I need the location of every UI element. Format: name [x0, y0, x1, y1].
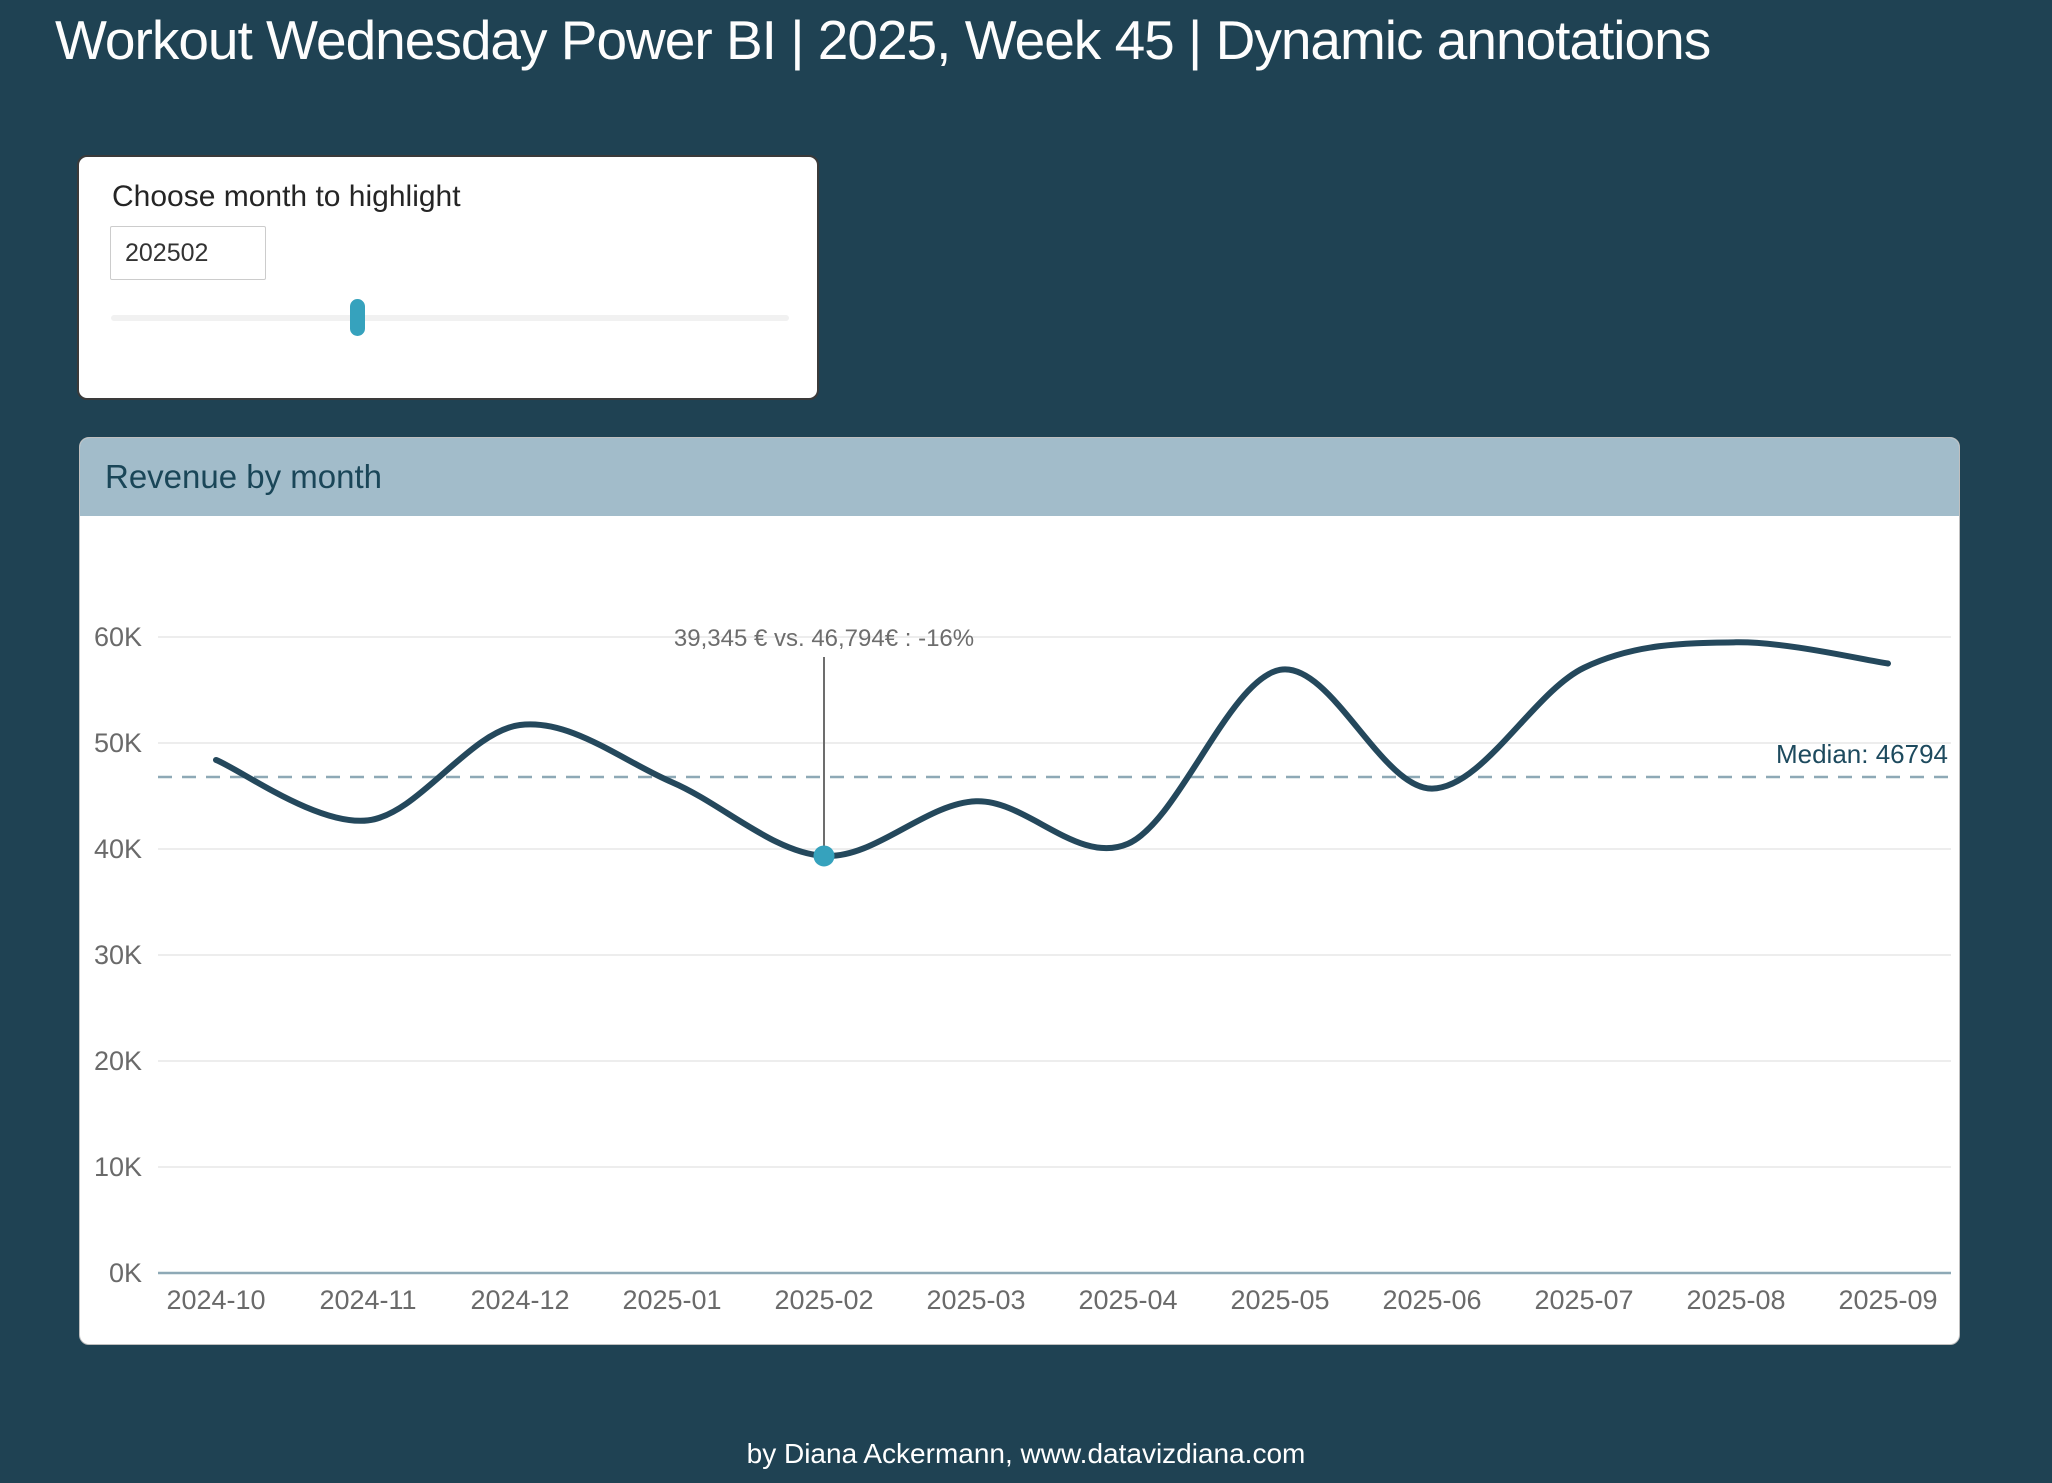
revenue-line [213, 639, 1891, 859]
highlighted-point-marker[interactable] [813, 845, 835, 867]
y-tick-label: 20K [94, 1046, 142, 1076]
x-tick-label: 2024-10 [166, 1285, 265, 1315]
revenue-chart-card: Revenue by month 0K 10K 20K 30K 40K 50K 60K 202… [79, 437, 1960, 1345]
slicer-label: Choose month to highlight [112, 180, 461, 213]
slider-track[interactable] [111, 315, 789, 321]
y-tick-label: 10K [94, 1152, 142, 1182]
x-tick-label: 2024-12 [470, 1285, 569, 1315]
footer-credit: by Diana Ackermann, www.datavizdiana.com [746, 1438, 1306, 1469]
month-slicer-card: Choose month to highlight [77, 155, 819, 400]
y-tick-label: 60K [94, 622, 142, 652]
annotation-label: 39,345 € vs. 46,794€ : -16% [674, 625, 974, 652]
y-tick-label: 40K [94, 834, 142, 864]
slider-handle[interactable] [350, 299, 365, 336]
x-tick-label: 2025-09 [1838, 1285, 1937, 1315]
chart-body: 0K 10K 20K 30K 40K 50K 60K 2024-10 2024-11 2024-1… [80, 516, 1961, 1346]
x-tick-label: 2025-07 [1534, 1285, 1633, 1315]
median-label: Median: 46794 [1776, 739, 1948, 769]
x-tick-label: 2025-01 [622, 1285, 721, 1315]
x-tick-label: 2024-11 [319, 1285, 416, 1315]
y-tick-label: 50K [94, 728, 142, 758]
chart-title: Revenue by month [105, 458, 383, 495]
page-title: Workout Wednesday Power BI | 2025, Week … [55, 9, 1711, 71]
chart-header: Revenue by month [80, 438, 1959, 516]
x-tick-label: 2025-06 [1382, 1285, 1481, 1315]
x-tick-label: 2025-05 [1230, 1285, 1329, 1315]
x-tick-label: 2025-04 [1078, 1285, 1177, 1315]
revenue-line-chart: 0K 10K 20K 30K 40K 50K 60K 2024-10 2024-11 2024-1… [94, 622, 1951, 1315]
x-tick-label: 2025-02 [774, 1285, 873, 1315]
x-tick-label: 2025-03 [926, 1285, 1025, 1315]
month-value-input[interactable] [110, 226, 266, 280]
x-tick-label: 2025-08 [1686, 1285, 1785, 1315]
y-tick-label: 30K [94, 940, 142, 970]
y-tick-label: 0K [109, 1258, 142, 1288]
